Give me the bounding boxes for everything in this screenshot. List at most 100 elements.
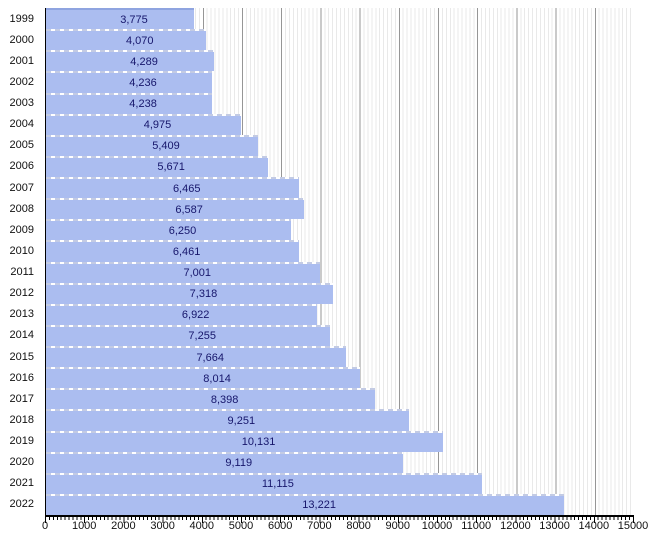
bar: 5,671 bbox=[46, 156, 269, 177]
bar-value-label: 8,014 bbox=[203, 372, 231, 385]
bar-value-label: 6,461 bbox=[172, 245, 201, 258]
bar-value-label: 7,255 bbox=[188, 330, 216, 343]
x-tick-label: 6000 bbox=[267, 520, 293, 532]
year-label: 2010 bbox=[9, 244, 34, 257]
plot-area: 3,775 4,070 4,289 4,236 4,238 4,975 5,409 5,671… bbox=[45, 8, 634, 517]
bar: 6,461 bbox=[46, 240, 300, 262]
bar: 5,409 bbox=[46, 135, 259, 156]
bar-value-label: 7,318 bbox=[189, 288, 218, 301]
year-label: 2003 bbox=[9, 97, 34, 110]
bar-row: 7,318 bbox=[46, 283, 634, 304]
bar-value-label: 11,115 bbox=[261, 478, 294, 491]
bar-value-label: 6,587 bbox=[175, 203, 203, 216]
year-label: 2016 bbox=[9, 371, 34, 384]
bar-value-label: 6,250 bbox=[168, 224, 197, 237]
bar: 4,289 bbox=[46, 50, 215, 72]
bar: 7,318 bbox=[46, 283, 333, 304]
year-label: 2011 bbox=[10, 266, 34, 279]
bar-row: 4,289 bbox=[46, 50, 634, 72]
x-tick-label: 14000 bbox=[578, 520, 610, 532]
bar: 4,070 bbox=[46, 29, 206, 51]
bar-value-label: 9,119 bbox=[225, 457, 253, 470]
x-tick-label: 11000 bbox=[461, 520, 492, 532]
bar-row: 6,250 bbox=[46, 219, 634, 241]
bar: 6,922 bbox=[46, 304, 318, 325]
year-label: 2001 bbox=[9, 54, 34, 67]
bar-value-label: 9,251 bbox=[227, 414, 256, 427]
bar-row: 11,115 bbox=[46, 473, 634, 494]
bar-row: 8,398 bbox=[46, 388, 634, 410]
x-tick-label: 13000 bbox=[539, 520, 570, 532]
year-label: 2002 bbox=[9, 75, 34, 88]
bar-value-label: 3,775 bbox=[120, 13, 148, 26]
bar-row: 4,070 bbox=[46, 29, 634, 51]
x-tick-label: 1000 bbox=[71, 520, 97, 532]
bar-row: 6,461 bbox=[46, 240, 634, 262]
bar: 4,236 bbox=[46, 71, 213, 93]
bar-value-label: 4,289 bbox=[130, 55, 158, 68]
bar-row: 8,014 bbox=[46, 367, 634, 389]
bar: 11,115 bbox=[46, 473, 482, 494]
year-label: 2000 bbox=[9, 33, 34, 46]
bar: 6,587 bbox=[46, 198, 305, 220]
bar-row: 4,975 bbox=[46, 114, 634, 135]
x-tick-label: 7000 bbox=[307, 520, 332, 532]
x-tick-label: 0 bbox=[41, 520, 49, 532]
bar: 7,664 bbox=[46, 346, 347, 368]
bar: 13,221 bbox=[46, 494, 565, 515]
bar-row: 9,119 bbox=[46, 452, 634, 473]
bar: 9,251 bbox=[46, 409, 409, 431]
bar-row: 5,409 bbox=[46, 135, 634, 156]
bar-row: 13,221 bbox=[46, 494, 634, 515]
bar-row: 3,775 bbox=[46, 8, 634, 30]
year-label: 2018 bbox=[9, 413, 34, 426]
x-tick-label: 10000 bbox=[421, 520, 453, 532]
bar-value-label: 4,975 bbox=[143, 119, 172, 132]
x-tick-label: 2000 bbox=[111, 520, 136, 532]
bar-row: 7,664 bbox=[46, 346, 634, 368]
year-label: 2015 bbox=[9, 350, 34, 363]
bar-value-label: 5,671 bbox=[157, 161, 185, 174]
bar-row: 4,238 bbox=[46, 93, 634, 114]
year-label: 2019 bbox=[9, 435, 34, 448]
bar-row: 4,236 bbox=[46, 71, 634, 93]
bar: 10,131 bbox=[46, 431, 444, 452]
year-label: 2013 bbox=[9, 308, 34, 321]
bar: 7,001 bbox=[46, 262, 321, 283]
x-tick-label: 9000 bbox=[385, 520, 411, 532]
bar: 9,119 bbox=[46, 452, 404, 473]
year-label: 2007 bbox=[9, 181, 34, 194]
bar-row: 7,255 bbox=[46, 325, 634, 346]
year-label: 2012 bbox=[9, 287, 34, 300]
bar: 8,398 bbox=[46, 388, 376, 410]
year-label: 2008 bbox=[9, 202, 34, 215]
bar-row: 6,465 bbox=[46, 177, 634, 199]
year-label: 1999 bbox=[9, 12, 34, 25]
bar-row: 7,001 bbox=[46, 262, 634, 283]
year-label: 2021 bbox=[9, 477, 34, 490]
x-axis-labels: 0 1000 2000 3000 4000 5000 6000 7000 8000 9000 100… bbox=[0, 520, 650, 534]
year-label: 2009 bbox=[9, 223, 34, 236]
x-tick-label: 8000 bbox=[346, 520, 371, 532]
bar-row: 5,671 bbox=[46, 156, 634, 177]
bar: 6,250 bbox=[46, 219, 291, 241]
bar-value-label: 6,922 bbox=[181, 309, 210, 322]
bar-value-label: 7,664 bbox=[196, 351, 224, 364]
x-tick-label: 5000 bbox=[228, 520, 254, 532]
bar-value-label: 13,221 bbox=[302, 499, 336, 512]
x-tick-label: 4000 bbox=[189, 520, 215, 532]
bar: 3,775 bbox=[46, 8, 194, 30]
x-tick-label: 12000 bbox=[500, 520, 531, 532]
bar: 4,975 bbox=[46, 114, 242, 135]
x-axis-major-ticks bbox=[45, 517, 634, 523]
bar-value-label: 8,398 bbox=[210, 393, 239, 406]
year-label: 2005 bbox=[9, 139, 34, 152]
year-label: 2014 bbox=[9, 329, 34, 342]
y-axis-labels: 1999 2000 2001 2002 2003 2004 2005 2006 2007 2008… bbox=[0, 8, 40, 515]
year-label: 2006 bbox=[9, 160, 34, 173]
bar-value-label: 6,465 bbox=[172, 182, 201, 195]
bar-value-label: 10,131 bbox=[241, 436, 276, 449]
bar: 7,255 bbox=[46, 325, 331, 346]
bar-value-label: 4,070 bbox=[126, 34, 154, 47]
